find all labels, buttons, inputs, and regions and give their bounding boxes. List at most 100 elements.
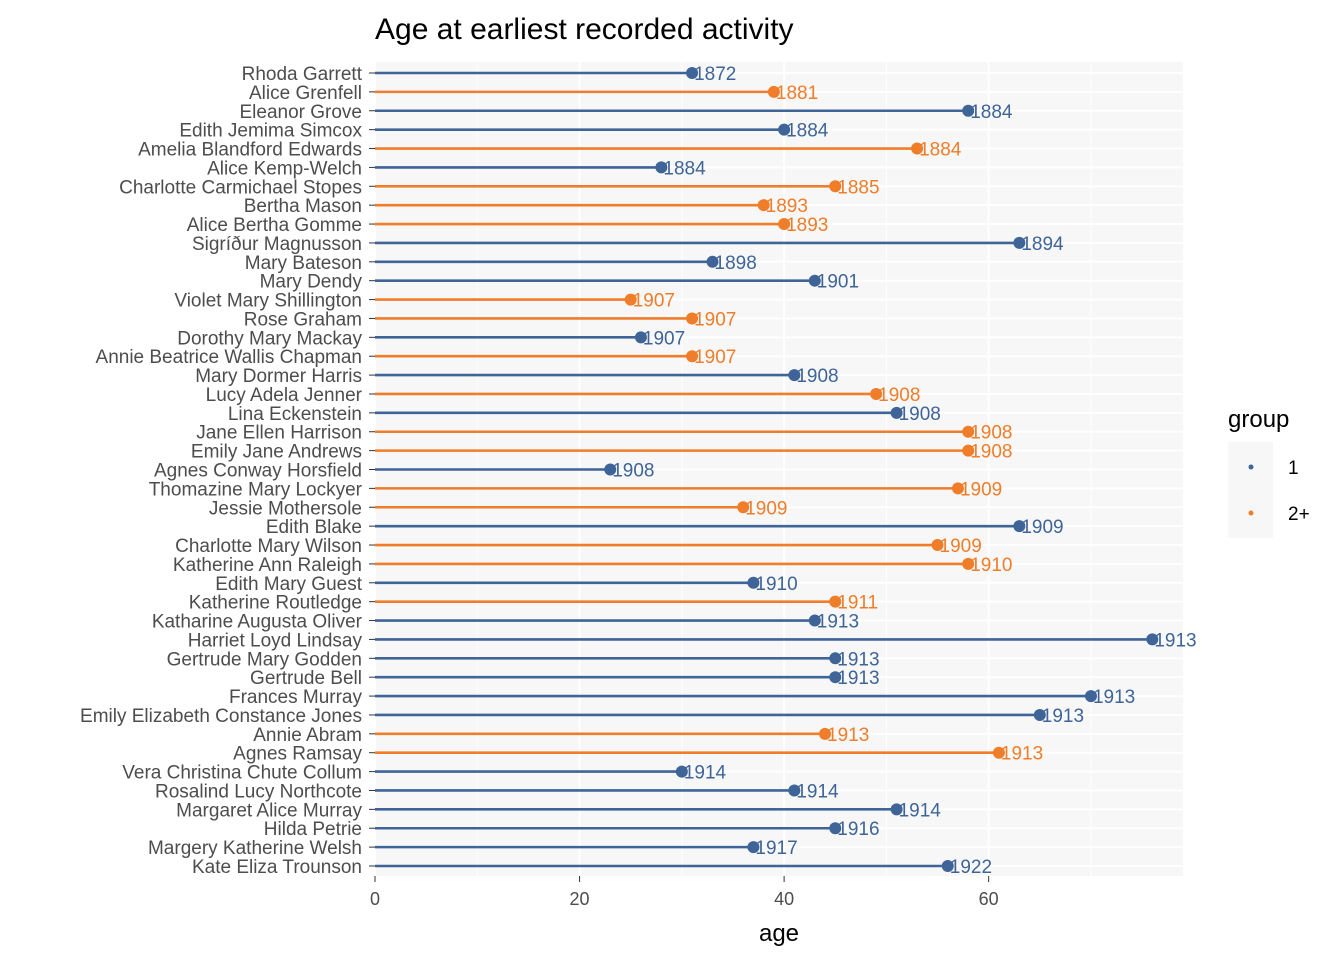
lollipop-point bbox=[819, 727, 832, 740]
year-data-label: 1910 bbox=[755, 574, 797, 595]
x-tick-label: 60 bbox=[979, 889, 999, 909]
lollipop-point bbox=[737, 501, 750, 514]
lollipop-point bbox=[1013, 520, 1026, 533]
category-label: Rhoda Garrett bbox=[242, 64, 363, 85]
category-label: Rose Graham bbox=[244, 309, 362, 330]
category-label: Margaret Alice Murray bbox=[176, 800, 362, 821]
category-label: Charlotte Carmichael Stopes bbox=[119, 177, 362, 198]
year-data-label: 1898 bbox=[715, 253, 757, 274]
year-data-label: 1917 bbox=[755, 838, 797, 859]
lollipop-point bbox=[992, 746, 1005, 759]
year-data-label: 1907 bbox=[643, 328, 685, 349]
category-label: Thomazine Mary Lockyer bbox=[149, 479, 363, 500]
year-data-label: 1901 bbox=[817, 272, 859, 293]
lollipop-point bbox=[962, 104, 975, 117]
lollipop-point bbox=[604, 463, 617, 476]
category-label: Agnes Conway Horsfield bbox=[154, 461, 362, 482]
year-data-label: 1884 bbox=[970, 102, 1013, 123]
year-data-label: 1908 bbox=[796, 366, 838, 387]
lollipop-point bbox=[890, 803, 903, 816]
year-data-label: 1884 bbox=[919, 140, 962, 161]
category-label: Violet Mary Shillington bbox=[174, 291, 362, 312]
category-label: Annie Abram bbox=[253, 725, 362, 746]
year-data-label: 1916 bbox=[837, 819, 879, 840]
x-tick-label: 0 bbox=[370, 889, 380, 909]
lollipop-point bbox=[890, 406, 903, 419]
year-data-label: 1885 bbox=[837, 177, 879, 198]
category-label: Jane Ellen Harrison bbox=[196, 423, 362, 444]
legend-key-background bbox=[1228, 442, 1273, 538]
year-data-label: 1884 bbox=[786, 121, 829, 142]
category-label: Edith Blake bbox=[266, 517, 362, 538]
lollipop-point bbox=[634, 331, 647, 344]
category-label: Amelia Blandford Edwards bbox=[138, 140, 362, 161]
lollipop-point bbox=[1084, 690, 1097, 703]
lollipop-point bbox=[686, 67, 699, 79]
lollipop-point bbox=[788, 369, 801, 382]
year-data-label: 1909 bbox=[745, 498, 787, 519]
lollipop-point bbox=[686, 312, 699, 325]
category-label: Emily Jane Andrews bbox=[191, 442, 362, 463]
year-data-label: 1914 bbox=[796, 781, 839, 802]
lollipop-point bbox=[962, 444, 975, 457]
lollipop-point bbox=[1033, 708, 1046, 721]
category-label: Bertha Mason bbox=[244, 196, 362, 217]
year-data-label: 1913 bbox=[1042, 706, 1084, 727]
category-label: Emily Elizabeth Constance Jones bbox=[80, 706, 362, 727]
year-data-label: 1907 bbox=[694, 347, 736, 368]
x-axis-ticks: 0 20 40 60 bbox=[370, 876, 999, 909]
lollipop-point bbox=[778, 123, 791, 136]
lollipop-point bbox=[962, 557, 975, 570]
year-data-label: 1893 bbox=[786, 215, 828, 236]
lollipop-point bbox=[788, 784, 801, 797]
category-label: Kate Eliza Trounson bbox=[192, 857, 362, 878]
x-tick-label: 40 bbox=[774, 889, 794, 909]
year-data-label: 1909 bbox=[960, 479, 1002, 500]
year-data-label: 1913 bbox=[837, 668, 879, 689]
chart-title: Age at earliest recorded activity bbox=[375, 13, 794, 46]
category-label: Annie Beatrice Wallis Chapman bbox=[96, 347, 362, 368]
year-data-label: 1909 bbox=[940, 536, 982, 557]
lollipop-point bbox=[747, 841, 760, 854]
category-label: Katharine Augusta Oliver bbox=[152, 612, 363, 633]
legend-label: 2+ bbox=[1288, 504, 1310, 525]
year-data-label: 1913 bbox=[1001, 744, 1043, 765]
category-label: Mary Dendy bbox=[260, 272, 363, 293]
year-data-label: 1914 bbox=[684, 763, 727, 784]
category-label: Margery Katherine Welsh bbox=[148, 838, 362, 859]
category-label: Hilda Petrie bbox=[264, 819, 362, 840]
year-data-label: 1922 bbox=[950, 857, 992, 878]
year-data-label: 1908 bbox=[878, 385, 920, 406]
category-label: Agnes Ramsay bbox=[233, 744, 362, 765]
category-label: Lina Eckenstein bbox=[228, 404, 362, 425]
year-data-label: 1872 bbox=[694, 64, 736, 85]
legend: group 1 2+ bbox=[1228, 406, 1310, 538]
category-label: Mary Bateson bbox=[245, 253, 362, 274]
year-data-label: 1893 bbox=[766, 196, 808, 217]
category-label: Dorothy Mary Mackay bbox=[177, 328, 362, 349]
year-data-label: 1881 bbox=[776, 83, 818, 104]
year-data-label: 1913 bbox=[1154, 630, 1196, 651]
lollipop-point bbox=[829, 595, 842, 608]
lollipop-point bbox=[829, 180, 842, 193]
x-tick-label: 20 bbox=[570, 889, 590, 909]
year-data-label: 1908 bbox=[612, 461, 654, 482]
year-data-label: 1910 bbox=[970, 555, 1012, 576]
year-data-label: 1913 bbox=[817, 612, 859, 633]
category-label: Gertrude Bell bbox=[250, 668, 362, 689]
year-data-label: 1911 bbox=[837, 593, 878, 614]
category-label: Alice Bertha Gomme bbox=[187, 215, 362, 236]
category-label: Harriet Loyd Lindsay bbox=[188, 630, 363, 651]
lollipop-point bbox=[675, 765, 688, 778]
legend-key-point bbox=[1248, 464, 1254, 470]
category-label: Eleanor Grove bbox=[239, 102, 362, 123]
lollipop-point bbox=[870, 387, 883, 400]
year-data-label: 1908 bbox=[970, 442, 1012, 463]
legend-title: group bbox=[1228, 406, 1289, 433]
category-label: Frances Murray bbox=[229, 687, 363, 708]
category-label: Rosalind Lucy Northcote bbox=[155, 781, 362, 802]
lollipop-point bbox=[1146, 633, 1159, 646]
lollipop-point bbox=[829, 671, 842, 684]
